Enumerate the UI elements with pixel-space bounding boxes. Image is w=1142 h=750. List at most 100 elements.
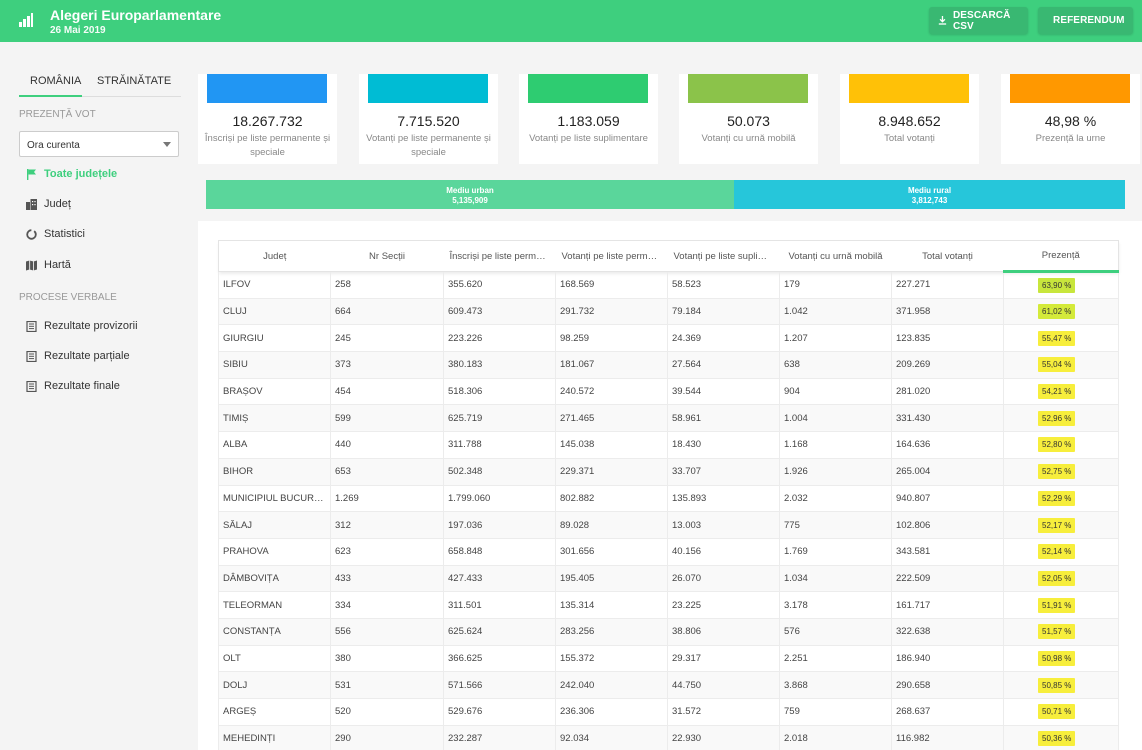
cell-sections: 623 <box>330 538 444 566</box>
turnout-badge: 51,91 % <box>1038 597 1076 613</box>
cell-voters-supplementary: 33.707 <box>667 458 780 486</box>
table-row[interactable]: SĂLAJ 312 197.036 89.028 13.003 775 102.806 52,… <box>218 511 1119 539</box>
table-row[interactable]: MUNICIPIUL BUCUREȘTI 1.269 1.799.060 802.88… <box>218 485 1119 513</box>
cell-county: SIBIU <box>218 351 331 379</box>
cell-voters-supplementary: 18.430 <box>667 431 780 459</box>
table-row[interactable]: BIHOR 653 502.348 229.371 33.707 1.926 265.004… <box>218 458 1119 486</box>
column-header-registered[interactable]: Înscriși pe liste permanente <box>443 240 556 272</box>
table-row[interactable]: DÂMBOVIȚA 433 427.433 195.405 26.070 1.034 222… <box>218 565 1119 593</box>
cell-sections: 664 <box>330 298 444 326</box>
stat-card-label: Votanți pe liste permanente și speciale <box>366 133 491 158</box>
urban-value: 5,135,909 <box>452 196 488 205</box>
cell-sections: 258 <box>330 271 444 299</box>
table-row[interactable]: CLUJ 664 609.473 291.732 79.184 1.042 371.958 6… <box>218 298 1119 326</box>
table-row[interactable]: ILFOV 258 355.620 168.569 58.523 179 227.271 63… <box>218 271 1119 299</box>
column-header-turnout[interactable]: Prezență <box>1003 240 1119 273</box>
cell-registered: 223.226 <box>443 324 556 353</box>
time-select-value: Ora curenta <box>27 140 80 151</box>
nav-county[interactable]: Județ <box>26 196 71 212</box>
stat-card-color-bar <box>1010 74 1130 103</box>
tab-strainatate[interactable]: STRĂINĂTATE <box>97 75 172 87</box>
table-row[interactable]: DOLJ 531 571.566 242.040 44.750 3.868 290.658 5… <box>218 671 1119 699</box>
cell-sections: 1.269 <box>330 485 444 513</box>
time-select[interactable]: Ora curenta <box>19 131 179 157</box>
cell-voters-supplementary: 58.523 <box>667 271 780 299</box>
nav-final-results[interactable]: Rezultate finale <box>26 378 120 394</box>
cell-county: DOLJ <box>218 671 331 699</box>
referendum-button[interactable]: REFERENDUM <box>1038 7 1133 34</box>
cell-turnout: 55,47 % <box>1003 324 1119 353</box>
cell-county: MEHEDINȚI <box>218 725 331 750</box>
cell-voters-permanent: 229.371 <box>555 458 668 486</box>
cell-total-voters: 343.581 <box>891 538 1004 566</box>
stat-card-color-bar <box>688 74 808 103</box>
nav-partial-results[interactable]: Rezultate parțiale <box>26 348 130 364</box>
column-header-mobile-urn[interactable]: Votanți cu urnă mobilă <box>779 240 892 272</box>
turnout-badge: 52,96 % <box>1038 410 1076 426</box>
country-tabs: ROMÂNIA STRĂINĂTATE <box>19 72 181 97</box>
cell-county: ILFOV <box>218 271 331 299</box>
cell-voters-permanent: 242.040 <box>555 671 668 699</box>
column-header-voters-supplementary[interactable]: Votanți pe liste suplimentare <box>667 240 780 272</box>
nav-all-counties[interactable]: Toate județele <box>26 166 117 182</box>
cell-voters-supplementary: 24.369 <box>667 324 780 353</box>
cell-registered: 355.620 <box>443 271 556 299</box>
table-header-row: Județ Nr Secții Înscriși pe liste perman… <box>218 240 1119 273</box>
cell-county: CONSTANȚA <box>218 618 331 646</box>
cell-turnout: 52,29 % <box>1003 485 1119 513</box>
table-row[interactable]: SIBIU 373 380.183 181.067 27.564 638 209.269 55… <box>218 351 1119 379</box>
cell-mobile-urn: 1.004 <box>779 404 892 433</box>
download-csv-button[interactable]: DESCARCĂ CSV <box>929 7 1028 34</box>
column-header-voters-permanent[interactable]: Votanți pe liste permanente <box>555 240 668 272</box>
turnout-badge: 52,17 % <box>1038 517 1076 533</box>
cell-turnout: 52,80 % <box>1003 431 1119 459</box>
table-row[interactable]: MEHEDINȚI 290 232.287 92.034 22.930 2.018 116.… <box>218 725 1119 750</box>
cell-county: MUNICIPIUL BUCUREȘTI <box>218 485 331 513</box>
tab-romania[interactable]: ROMÂNIA <box>30 75 82 87</box>
column-header-total-voters[interactable]: Total votanți <box>891 240 1004 272</box>
nav-statistics[interactable]: Statistici <box>26 226 85 242</box>
nav-map[interactable]: Hartă <box>26 257 71 273</box>
cell-county: TIMIȘ <box>218 404 331 433</box>
nav-provisional-results[interactable]: Rezultate provizorii <box>26 318 138 334</box>
table-row[interactable]: TELEORMAN 334 311.501 135.314 23.225 3.178 161… <box>218 591 1119 619</box>
cell-sections: 373 <box>330 351 444 379</box>
table-row[interactable]: ALBA 440 311.788 145.038 18.430 1.168 164.636 5… <box>218 431 1119 459</box>
cell-sections: 334 <box>330 591 444 619</box>
turnout-badge: 52,75 % <box>1038 464 1076 480</box>
election-date: 26 Mai 2019 <box>50 25 106 36</box>
cell-sections: 290 <box>330 725 444 750</box>
referendum-label: REFERENDUM <box>1053 15 1125 26</box>
cell-mobile-urn: 775 <box>779 511 892 539</box>
nav-provisional-label: Rezultate provizorii <box>44 320 138 332</box>
cell-registered: 232.287 <box>443 725 556 750</box>
table-row[interactable]: BRAȘOV 454 518.306 240.572 39.544 904 281.020 5… <box>218 378 1119 406</box>
table-row[interactable]: PRAHOVA 623 658.848 301.656 40.156 1.769 343.5… <box>218 538 1119 566</box>
stat-card-voters-supplementary: 1.183.059 Votanți pe liste suplimentare <box>519 74 658 164</box>
cell-registered: 571.566 <box>443 671 556 699</box>
cell-mobile-urn: 1.926 <box>779 458 892 486</box>
cell-voters-permanent: 236.306 <box>555 698 668 726</box>
cell-total-voters: 186.940 <box>891 645 1004 673</box>
cell-total-voters: 209.269 <box>891 351 1004 379</box>
cell-sections: 653 <box>330 458 444 486</box>
column-header-county[interactable]: Județ <box>218 240 331 272</box>
cell-sections: 454 <box>330 378 444 406</box>
cell-county: CLUJ <box>218 298 331 326</box>
stat-card-value: 18.267.732 <box>232 113 303 129</box>
table-row[interactable]: OLT 380 366.625 155.372 29.317 2.251 186.940 50… <box>218 645 1119 673</box>
active-tab-indicator <box>19 95 82 97</box>
column-header-sections[interactable]: Nr Secții <box>330 240 444 272</box>
cell-mobile-urn: 1.769 <box>779 538 892 566</box>
cell-registered: 625.719 <box>443 404 556 433</box>
table-row[interactable]: ARGEȘ 520 529.676 236.306 31.572 759 268.637 50… <box>218 698 1119 726</box>
table-row[interactable]: CONSTANȚA 556 625.624 283.256 38.806 576 322.6… <box>218 618 1119 646</box>
nav-county-label: Județ <box>44 198 71 210</box>
cell-mobile-urn: 904 <box>779 378 892 406</box>
table-row[interactable]: GIURGIU 245 223.226 98.259 24.369 1.207 123.83… <box>218 324 1119 353</box>
urban-rural-split-bar: Mediu urban 5,135,909 Mediu rural 3,812,… <box>206 180 1125 209</box>
cell-total-voters: 164.636 <box>891 431 1004 459</box>
cell-mobile-urn: 1.042 <box>779 298 892 326</box>
cell-turnout: 50,71 % <box>1003 698 1119 726</box>
table-row[interactable]: TIMIȘ 599 625.719 271.465 58.961 1.004 331.430… <box>218 404 1119 433</box>
